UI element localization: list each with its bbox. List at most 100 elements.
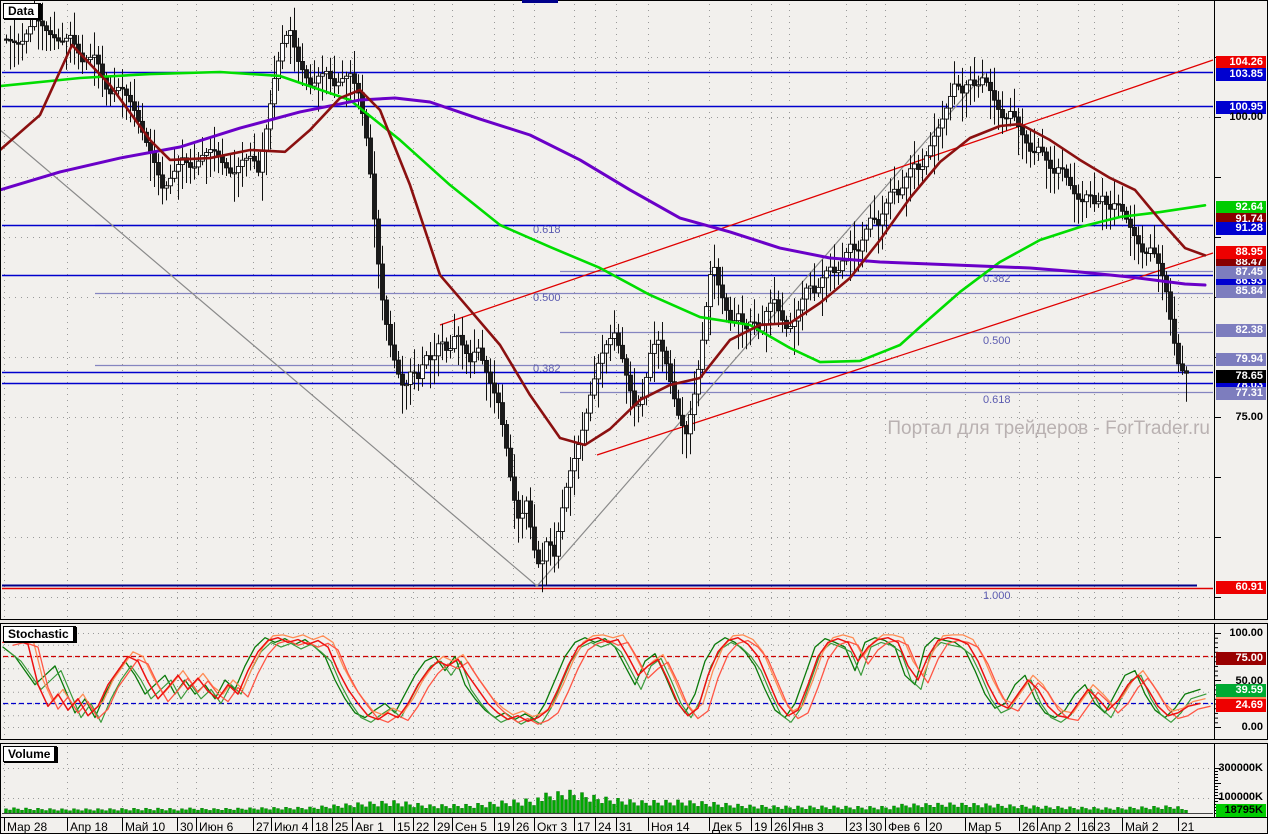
date-label: 17: [577, 820, 591, 834]
date-label: 15: [397, 820, 411, 834]
fib-level-label: 0.618: [533, 224, 561, 236]
price-axis-label: 82.38: [1216, 323, 1266, 337]
date-tick: [253, 818, 254, 831]
date-tick: [1178, 818, 1179, 831]
stoch-axis-label: 100.00: [1229, 626, 1263, 639]
date-label: 25: [335, 820, 349, 834]
date-tick: [866, 818, 867, 831]
panel-title-stochastic: Stochastic: [3, 626, 76, 642]
price-axis-label: 100.00: [1229, 110, 1263, 123]
date-label: Сен 5: [455, 820, 487, 834]
date-label: 24: [598, 820, 612, 834]
stochastic-lines: [2, 634, 1213, 725]
price-axis-label: 88.95: [1216, 245, 1266, 259]
date-label: Июн 6: [199, 820, 234, 834]
stoch-axis-label: 24.69: [1216, 698, 1266, 712]
date-label: Янв 3: [792, 820, 824, 834]
fib-level-label: 0.618: [983, 394, 1011, 406]
date-tick: [885, 818, 886, 831]
date-tick: [751, 818, 752, 831]
clipped-fib-label: [522, 0, 558, 3]
date-tick: [926, 818, 927, 831]
date-label: 27: [256, 820, 270, 834]
date-tick: [616, 818, 617, 831]
date-label: Ноя 14: [651, 820, 690, 834]
price-axis-label: 104.26: [1216, 55, 1266, 69]
date-tick: [352, 818, 353, 831]
zigzag-line: [0, 72, 986, 587]
date-tick: [434, 818, 435, 831]
date-tick: [771, 818, 772, 831]
date-tick: [494, 818, 495, 831]
date-tick: [67, 818, 68, 831]
date-label: Май 10: [125, 820, 166, 834]
price-axis-label: 103.85: [1216, 67, 1266, 81]
date-label: 30: [869, 820, 883, 834]
price-axis-label: 88.47: [1216, 255, 1266, 269]
price-axis-label: 100.95: [1216, 100, 1266, 114]
price-axis-label: 91.28: [1216, 221, 1266, 235]
date-label: 29: [437, 820, 451, 834]
date-tick: [513, 818, 514, 831]
date-tick: [1078, 818, 1079, 831]
date-label: Апр 2: [1040, 820, 1072, 834]
date-label: Июл 4: [274, 820, 309, 834]
date-label: 31: [619, 820, 633, 834]
date-label: Авг 1: [355, 820, 384, 834]
date-tick: [709, 818, 710, 831]
date-label: 16: [1081, 820, 1095, 834]
fib-level-label: 0.500: [983, 335, 1011, 347]
price-axis-label: 60.91: [1216, 580, 1266, 594]
date-label: Май 2: [1125, 820, 1159, 834]
panel-title-data: Data: [3, 3, 42, 19]
date-tick: [452, 818, 453, 831]
panel-splitter-volume[interactable]: [0, 739, 1268, 744]
panel-title-volume: Volume: [3, 746, 58, 762]
date-label: 26: [1022, 820, 1036, 834]
volume-axis-label: 100000K: [1218, 790, 1263, 803]
date-label: Мар 5: [968, 820, 1002, 834]
price-axis-label: 77.31: [1216, 386, 1266, 400]
date-tick: [846, 818, 847, 831]
stoch-axis-label: 75.00: [1216, 651, 1266, 665]
date-tick: [177, 818, 178, 831]
date-tick: [196, 818, 197, 831]
price-axis-label: 78.65: [1216, 369, 1266, 383]
date-tick: [122, 818, 123, 831]
volume-axis-label: 300000K: [1218, 761, 1263, 774]
date-tick: [1019, 818, 1020, 831]
fib-level-label: 0.382: [533, 363, 561, 375]
date-tick: [394, 818, 395, 831]
date-label: 26: [516, 820, 530, 834]
volume-bars: [2, 789, 1213, 814]
date-label: Мар 28: [7, 820, 48, 834]
date-tick: [965, 818, 966, 831]
stoch-axis-label: 39.59: [1216, 683, 1266, 697]
date-tick: [1122, 818, 1123, 831]
date-tick: [648, 818, 649, 831]
date-tick: [574, 818, 575, 831]
ma-maroon: [0, 43, 1207, 447]
date-label: 23: [1097, 820, 1111, 834]
date-label: 21: [1181, 820, 1195, 834]
ma-green: [0, 70, 1207, 364]
date-label: Апр 18: [70, 820, 108, 834]
date-tick: [1094, 818, 1095, 831]
panel-splitter-stochastic[interactable]: [0, 619, 1268, 624]
date-label: 18: [315, 820, 329, 834]
stoch-axis-label: 0.00: [1241, 720, 1263, 733]
date-tick: [789, 818, 790, 831]
date-label: 19: [754, 820, 768, 834]
date-label: 22: [416, 820, 430, 834]
trendlines: [439, 59, 1214, 456]
date-label: 20: [929, 820, 943, 834]
price-axis-label: 92.64: [1216, 200, 1266, 214]
candlesticks: [4, 0, 1189, 593]
date-tick: [413, 818, 414, 831]
date-tick: [312, 818, 313, 831]
fib-level-label: 0.382: [983, 273, 1011, 285]
price-axis-label: 75.00: [1235, 410, 1263, 423]
date-tick: [332, 818, 333, 831]
